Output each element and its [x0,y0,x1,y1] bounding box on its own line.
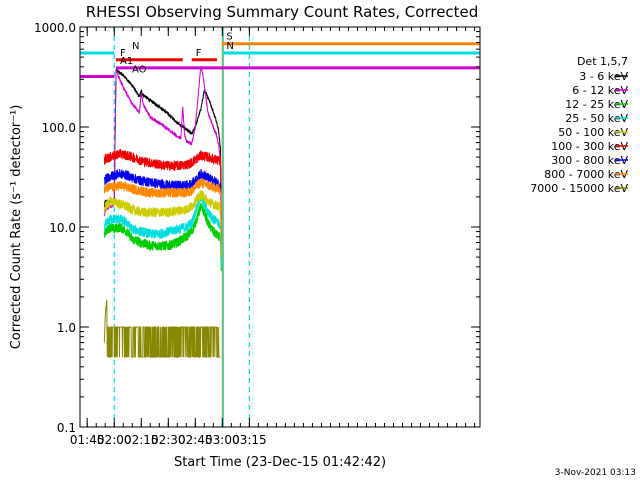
series-line [103,168,222,219]
legend-entry-label: 25 - 50 keV [565,112,628,125]
x-tick-label: 02:00 [97,433,132,447]
y-tick-label: 0.1 [57,421,76,435]
mode-span-label: N [132,41,139,52]
y-axis: 0.1 1.0 10.0 100.0 1000.0 [34,21,480,435]
mode-span-label: AO [132,64,147,75]
plot-area [80,27,480,427]
legend-entry-label: 800 - 7000 keV [544,168,628,181]
series-line [103,66,222,259]
x-tick-label: 02:45 [178,433,213,447]
x-tick-label: 02:15 [124,433,159,447]
y-axis-label: Corrected Count Rate (s⁻¹ detector⁻¹) [9,105,24,350]
mode-span-label: N [226,41,233,52]
mode-span-label: S [226,32,232,43]
legend-entry-label: 100 - 300 keV [551,140,628,153]
x-tick-label: 02:30 [151,433,186,447]
series-line [103,190,222,257]
x-tick-label: 03:15 [232,433,267,447]
legend-entry-label: 50 - 100 keV [558,126,628,139]
legend-entry-label: 7000 - 15000 keV [530,182,628,195]
legend-entry-label: 12 - 25 keV [565,98,628,111]
y-tick-label: 1.0 [57,321,76,335]
mode-span-label: F [120,48,126,59]
y-tick-label: 100.0 [42,121,76,135]
x-tick-label: 01:45 [70,433,105,447]
legend-entry-label: 6 - 12 keV [572,84,628,97]
y-tick-label: 1000.0 [34,21,76,35]
x-tick-label: 03:00 [205,433,240,447]
series-line [103,68,222,248]
series-line [103,178,222,227]
series-line [103,299,221,358]
x-axis-label: Start Time (23-Dec-15 01:42:42) [174,455,386,470]
footer-date: 3-Nov-2021 03:13 [555,468,636,478]
legend-title: Det 1,5,7 [577,55,628,68]
mode-span-label: F [196,48,202,59]
chart-title: RHESSI Observing Summary Count Rates, Co… [86,3,479,21]
series-line [103,202,222,272]
y-tick-label: 10.0 [49,221,76,235]
mode-span-label: A1 [120,56,133,67]
series-line [103,148,222,190]
legend-entry-label: 300 - 800 keV [551,154,628,167]
legend-entry-label: 3 - 6 keV [579,70,628,83]
